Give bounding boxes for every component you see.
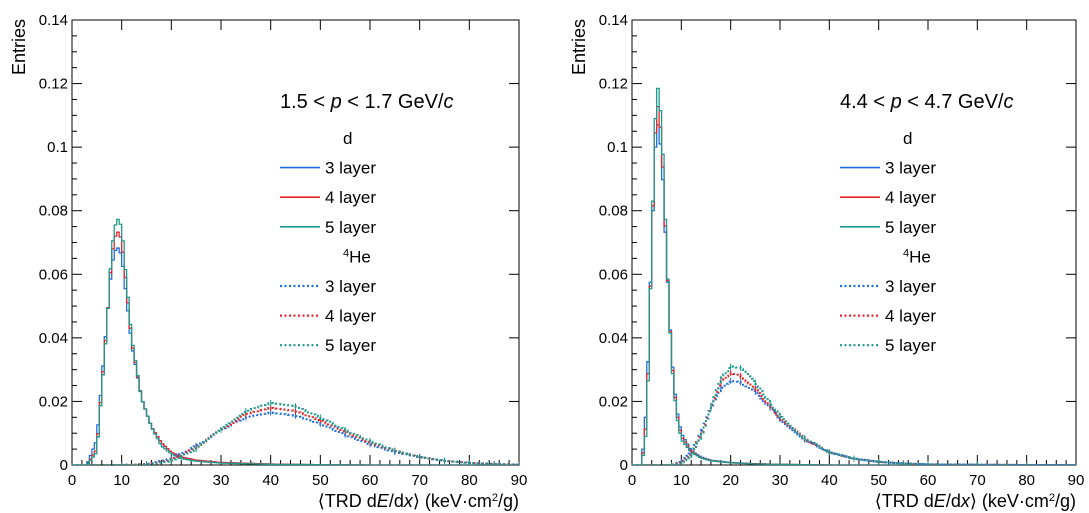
series-line [632,87,1076,465]
legend-header-helium: 4He [343,247,371,266]
legend-header-helium: 4He [903,247,931,266]
y-tick-label: 0.08 [599,203,628,220]
x-axis-title: ⟨TRD dE/dx⟩ (keV·cm2/g) [318,491,519,511]
chart-panel-1: 0 10 20 30 40 50 60 70 80 90 0 0.02 0.04 0.06 0.08 0.1 0… [9,12,527,511]
legend-entry-label: 5 layer [325,336,376,355]
series-line [632,365,1076,465]
series-line [72,218,519,465]
y-tick-label: 0 [620,457,628,474]
series-line [632,124,1076,465]
x-tick-label: 10 [673,472,690,489]
x-axis-title: ⟨TRD dE/dx⟩ (keV·cm2/g) [875,491,1076,511]
series-line [72,411,519,465]
x-tick-label: 0 [68,472,76,489]
y-tick-label: 0.04 [599,330,628,347]
y-tick-label: 0.06 [39,266,68,283]
y-tick-label: 0.08 [39,203,68,220]
y-tick-label: 0.06 [599,266,628,283]
plot-frame [71,19,520,466]
x-tick-label: 40 [821,472,838,489]
series-line [72,247,519,465]
y-axis-title: Entries [9,19,29,75]
y-tick-label: 0.02 [599,393,628,410]
legend-entry-label: 5 layer [885,336,936,355]
x-tick-label: 0 [628,472,636,489]
x-tick-label: 20 [163,472,180,489]
y-tick-label: 0 [60,457,68,474]
x-tick-label: 50 [870,472,887,489]
legend-header-deuteron: d [903,129,912,148]
y-axis-title: Entries [569,19,589,75]
legend-entry-label: 3 layer [885,159,936,178]
legend-entry-label: 4 layer [885,307,936,326]
x-tick-label: 70 [411,472,428,489]
x-tick-label: 30 [213,472,230,489]
legend-entry-label: 5 layer [885,218,936,237]
x-tick-label: 90 [511,472,528,489]
x-tick-label: 80 [1018,472,1035,489]
series-line [72,402,519,465]
series-line [632,379,1076,465]
plot-frame [631,19,1077,466]
legend-entry-label: 3 layer [325,277,376,296]
legend-entry-label: 4 layer [325,307,376,326]
legend-entry-label: 3 layer [885,277,936,296]
legend-entry-label: 5 layer [325,218,376,237]
legend-header-deuteron: d [343,129,352,148]
series-line [632,372,1076,465]
y-tick-label: 0.04 [39,330,68,347]
x-tick-label: 50 [312,472,329,489]
series-line [72,231,519,465]
x-tick-label: 80 [461,472,478,489]
y-tick-label: 0.12 [599,76,628,93]
y-tick-label: 0.14 [599,12,628,29]
series-group [72,218,519,465]
y-tick-label: 0.1 [47,139,68,156]
legend-entry-label: 4 layer [325,188,376,207]
x-tick-label: 30 [772,472,789,489]
series-group [632,87,1076,465]
y-tick-label: 0.14 [39,12,68,29]
x-tick-label: 70 [969,472,986,489]
x-tick-label: 90 [1068,472,1085,489]
legend-entry-label: 3 layer [325,159,376,178]
y-tick-label: 0.1 [607,139,628,156]
x-tick-label: 40 [262,472,279,489]
chart-panel-2: 0 10 20 30 40 50 60 70 80 90 0 0.02 0.04 0.06 0.08 0.1 0… [569,12,1084,511]
x-tick-label: 60 [920,472,937,489]
legend-entry-label: 4 layer [885,188,936,207]
momentum-range-label: 1.5 < p < 1.7 GeV/c [280,91,453,113]
x-tick-label: 20 [722,472,739,489]
y-tick-label: 0.12 [39,76,68,93]
x-tick-label: 10 [113,472,130,489]
y-tick-label: 0.02 [39,393,68,410]
momentum-range-label: 4.4 < p < 4.7 GeV/c [840,91,1013,113]
x-tick-label: 60 [362,472,379,489]
